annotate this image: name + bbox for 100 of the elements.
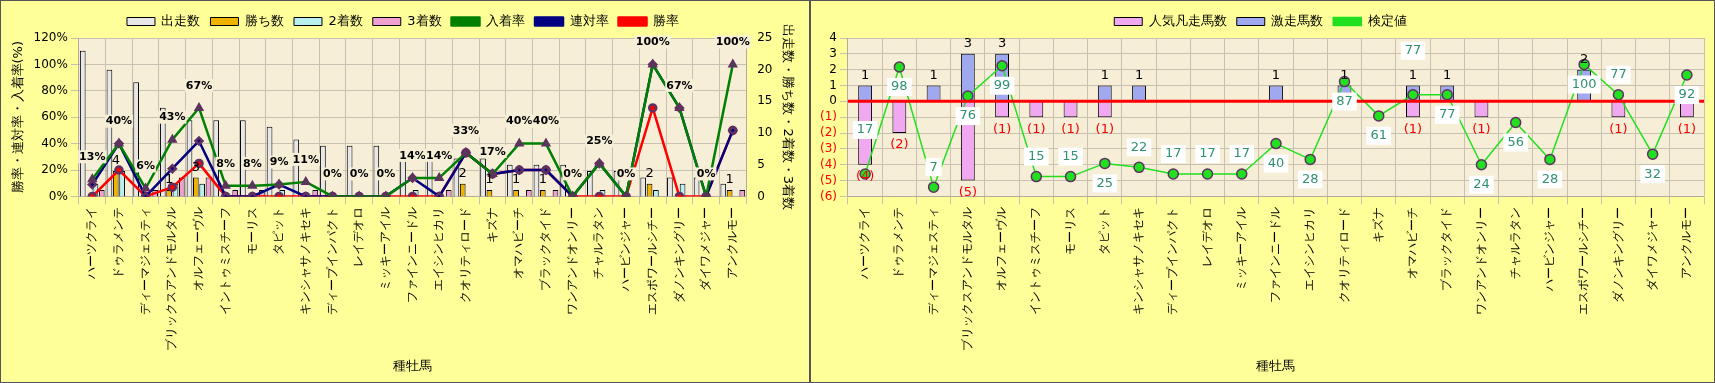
y2-tick-label: 5 <box>757 156 765 171</box>
data-label: 1 <box>165 171 174 187</box>
data-label: 33% <box>452 123 480 137</box>
data-label: 6% <box>136 159 155 173</box>
x-tick-label: オマハビーチ <box>1405 207 1420 280</box>
y-tick-label: (6) <box>820 188 837 203</box>
x-tick-label: ミッキーアイル <box>377 207 392 292</box>
x-tick-label: ファインニードル <box>1268 207 1283 304</box>
y-tick-label: (4) <box>820 156 837 171</box>
x-tick-label: ハービンジャー <box>1542 207 1557 293</box>
y-tick-label: 0% <box>48 188 68 203</box>
y-tick-label: 2 <box>829 61 837 76</box>
x-tick-label: レイデオロ <box>1199 207 1214 268</box>
data-label: 14% <box>399 148 426 162</box>
data-label: 17 <box>856 121 874 137</box>
data-label: 22 <box>1130 138 1148 154</box>
y2-tick-label: 15 <box>757 93 773 108</box>
x-tick-label: ディープインパクト <box>324 207 339 316</box>
legend-label: 勝ち数 <box>244 12 284 28</box>
data-label: 77 <box>1404 42 1422 58</box>
x-tick-label: キズナ <box>1370 207 1385 244</box>
x-tick-label: ブリックスアンドモルタル <box>164 207 179 352</box>
x-tick-label: タピット <box>271 207 286 256</box>
data-label: 43% <box>159 110 186 124</box>
x-tick-label: イントゥミスチーフ <box>217 207 232 316</box>
data-label: 17 <box>1233 145 1251 161</box>
y-tick-label: 60% <box>41 109 68 124</box>
x-tick-label: ミッキーアイル <box>1233 207 1248 292</box>
data-label: 1 <box>1408 66 1418 82</box>
legend-label: 入着率 <box>486 12 526 28</box>
data-label: 17 <box>1165 145 1182 161</box>
data-label: 0% <box>563 167 582 181</box>
x-tick-label: ハービンジャー <box>618 207 633 293</box>
data-label: 40% <box>506 114 533 128</box>
data-label: 17% <box>479 144 506 158</box>
data-label: 1 <box>860 66 870 82</box>
data-label: 40 <box>1267 154 1285 170</box>
data-label: 25% <box>586 134 613 148</box>
data-label: 76 <box>959 107 977 123</box>
data-label: 4 <box>111 152 120 168</box>
legend-label: 検定値 <box>1367 12 1407 28</box>
x-tick-label: チャルラタン <box>591 207 606 280</box>
x-tick-label: エスポワールシチー <box>1576 207 1591 316</box>
data-label: 24 <box>1473 176 1490 192</box>
x-tick-label: モーリス <box>1062 207 1077 256</box>
data-label: (1) <box>1061 120 1080 136</box>
x-tick-label: ワンアンドオンリー <box>1473 207 1488 316</box>
data-label: 92 <box>1678 86 1696 102</box>
y-tick-label: 3 <box>829 45 837 60</box>
x-tick-label: チャルラタン <box>1507 207 1522 280</box>
x-tick-label: キズナ <box>484 207 499 244</box>
y2-tick-label: 20 <box>757 61 773 76</box>
data-label: 40% <box>105 114 133 128</box>
y-tick-label: 40% <box>41 135 68 150</box>
y-tick-label: (2) <box>820 125 837 140</box>
data-label: (1) <box>1403 120 1423 136</box>
legend-label: 勝率 <box>653 12 680 28</box>
data-label: 3 <box>191 158 200 174</box>
data-label: 13% <box>79 150 106 164</box>
data-label: 100% <box>715 35 750 49</box>
data-label: 98 <box>891 78 908 94</box>
x-tick-label: ブラックタイド <box>538 207 553 292</box>
x-tick-label: オルフェーヴル <box>994 207 1009 292</box>
data-label: 87 <box>1336 92 1353 108</box>
data-label: 9% <box>269 155 289 169</box>
data-label: 7 <box>929 158 938 174</box>
x-tick-label: モーリス <box>244 207 259 256</box>
y-tick-label: 1 <box>829 77 837 92</box>
data-label: 17 <box>1199 145 1216 161</box>
data-label: (1) <box>992 120 1012 136</box>
x-tick-label: ブラックタイド <box>1439 207 1454 292</box>
data-label: (1) <box>1027 120 1046 136</box>
y-tick-label: 80% <box>41 82 68 97</box>
data-label: 1 <box>725 171 734 187</box>
data-label: (2) <box>890 136 909 152</box>
data-label: 1 <box>538 171 547 187</box>
data-label: 1 <box>511 171 521 187</box>
x-tick-label: レイデオロ <box>351 207 366 268</box>
data-label: 1 <box>929 66 938 82</box>
y2-axis-title: 出走数・勝ち数・2着数・3着数 <box>780 24 796 210</box>
x-axis-title: 種牡馬 <box>1256 357 1296 373</box>
data-label: 61 <box>1370 127 1387 143</box>
data-label: 15 <box>1062 147 1079 163</box>
x-tick-label: ドゥラメンテ <box>891 207 906 280</box>
x-tick-label: エスポワールシチー <box>644 207 659 316</box>
data-label: 15 <box>1028 147 1045 163</box>
x-tick-label: クオリティロード <box>458 207 473 304</box>
data-label: 28 <box>1541 170 1559 186</box>
x-tick-label: ハーツクライ <box>857 207 872 281</box>
data-label: 1 <box>1271 66 1281 82</box>
data-label: (1) <box>1472 120 1491 136</box>
x-tick-label: タピット <box>1096 207 1111 256</box>
legend-label: 人気凡走馬数 <box>1148 12 1227 28</box>
data-label: 40% <box>532 114 560 128</box>
x-tick-label: ダイワメジャー <box>698 207 713 292</box>
data-label: (1) <box>1095 120 1115 136</box>
x-tick-label: ワンアンドオンリー <box>564 207 579 316</box>
x-tick-label: アンクルモー <box>724 207 739 280</box>
data-label: 67% <box>185 78 213 92</box>
x-tick-label: オマハビーチ <box>511 207 526 280</box>
